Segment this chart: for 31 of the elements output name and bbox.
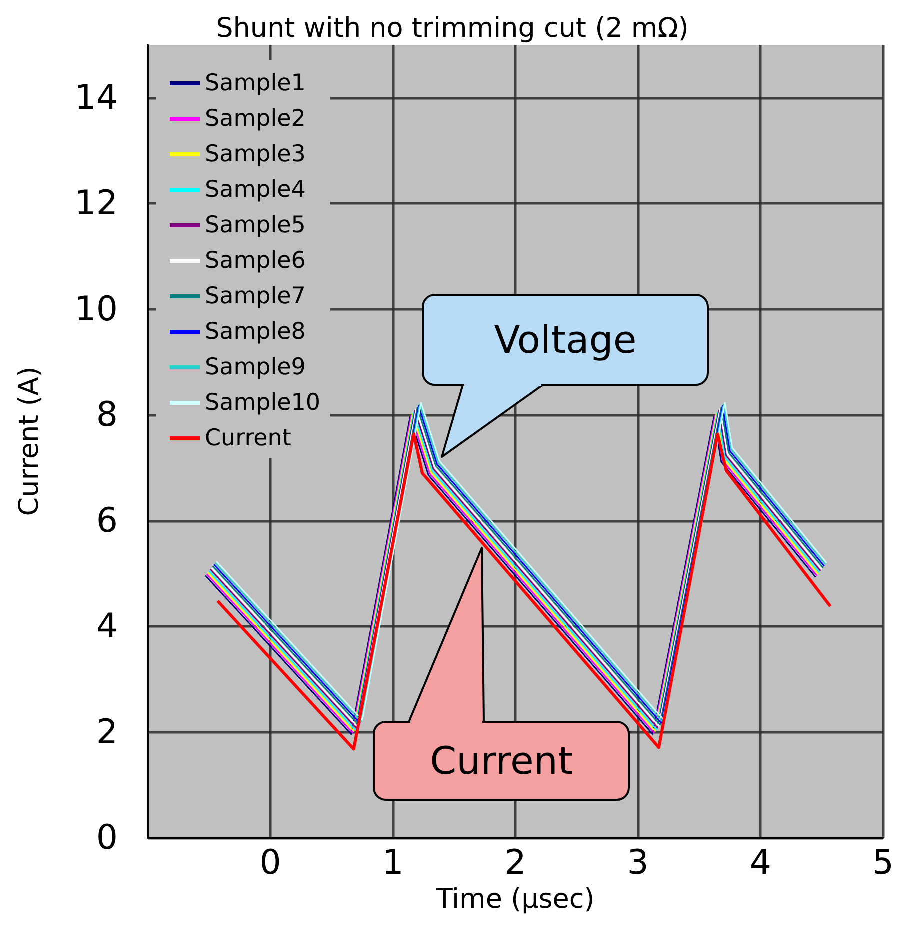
legend-label: Sample2 (205, 106, 306, 132)
legend-label: Sample4 (205, 177, 306, 203)
y-tick-label: 0 (96, 818, 118, 858)
x-tick-label: 0 (260, 843, 282, 883)
legend-label: Sample3 (205, 142, 306, 168)
annotation: Voltage (494, 318, 637, 362)
x-axis-title: Time (µsec) (435, 884, 595, 915)
x-tick-label: 5 (872, 843, 894, 883)
y-tick-label: 10 (74, 289, 118, 330)
x-tick-label: 4 (750, 843, 772, 883)
y-tick-label: 14 (74, 78, 118, 118)
speech-bubble: Current (372, 546, 631, 802)
x-tick-label: 1 (382, 843, 404, 883)
legend-label: Sample10 (205, 390, 321, 416)
legend-label: Sample8 (205, 319, 306, 345)
legend-label: Current (205, 426, 292, 452)
x-tick-label: 3 (627, 843, 649, 883)
legend-label: Sample5 (205, 212, 306, 238)
y-tick-label: 8 (96, 395, 118, 436)
y-tick-label: 4 (96, 606, 118, 647)
y-tick-label: 12 (74, 184, 118, 224)
x-tick-label: 2 (504, 843, 526, 883)
legend-label: Sample6 (205, 248, 306, 274)
y-tick-label: 6 (96, 500, 118, 541)
legend-label: Sample1 (205, 70, 306, 96)
annotation: Current (430, 739, 573, 783)
chart-title: Shunt with no trimming cut (2 mΩ) (216, 13, 689, 44)
legend-label: Sample7 (205, 284, 306, 310)
y-tick-label: 2 (96, 712, 118, 752)
legend-label: Sample9 (205, 354, 306, 380)
y-axis-title: Current (A) (14, 366, 45, 516)
